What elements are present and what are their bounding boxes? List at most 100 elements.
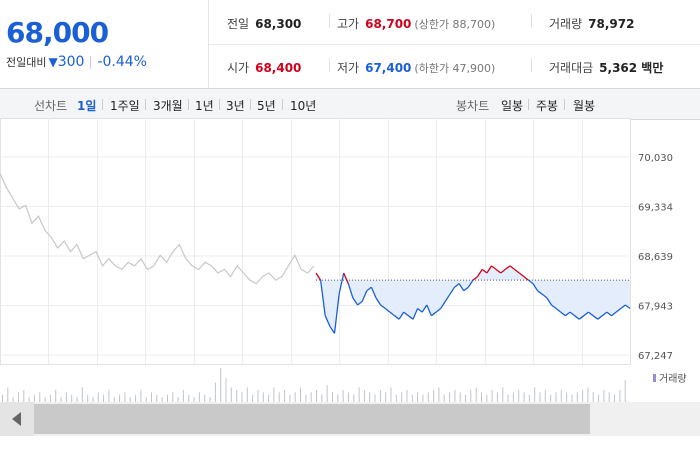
- volume-bar: [284, 389, 286, 402]
- series-segment-today: [500, 268, 506, 274]
- series-segment-today: [347, 283, 354, 299]
- series-segment-today: [421, 304, 428, 313]
- volume-bar: [390, 387, 392, 402]
- volume-bar: [268, 394, 270, 402]
- volume-bar: [310, 392, 312, 402]
- price-chart[interactable]: 70,030 69,334 68,639 67,943 67,247 거래량: [0, 118, 700, 402]
- volume-bar: [486, 394, 488, 402]
- volume-bar: [300, 387, 301, 402]
- volume-bar: [49, 394, 51, 402]
- volume-bar: [454, 389, 456, 402]
- volume-bar: [507, 394, 509, 402]
- series-segment-today: [324, 315, 331, 327]
- series-segment-today: [514, 268, 520, 274]
- series-segment-today: [375, 297, 382, 306]
- volume-bar: [332, 392, 333, 402]
- tab-monthly[interactable]: 월봉: [573, 99, 596, 113]
- series-segment-today: [546, 297, 553, 306]
- series-segment-today: [458, 283, 465, 292]
- volume-bar: [55, 389, 57, 402]
- series-segment-today: [361, 290, 368, 302]
- chevron-left-icon: [12, 412, 21, 426]
- tab-5y[interactable]: 5년: [257, 99, 276, 113]
- y-tick-label: 69,334: [638, 203, 673, 214]
- series-segment-today: [601, 311, 608, 317]
- series-segment-today: [606, 311, 612, 317]
- series-segment-today: [564, 311, 571, 317]
- divider: [329, 14, 330, 28]
- scroll-thumb[interactable]: [34, 404, 590, 434]
- series-segment-today: [491, 265, 497, 270]
- volume-bar: [475, 387, 477, 402]
- volume-bar: [598, 394, 600, 402]
- tab-daily[interactable]: 일봉: [501, 99, 524, 113]
- volume-bar: [289, 394, 291, 402]
- tab-10y[interactable]: 10년: [290, 99, 317, 113]
- volume-bar: [587, 387, 589, 402]
- volume-bar: [294, 392, 296, 402]
- volume-bar: [23, 389, 25, 402]
- volume-bar: [209, 397, 211, 402]
- volume-bar: [443, 394, 445, 402]
- volume-bar: [427, 392, 429, 402]
- volume-bar: [539, 392, 541, 402]
- series-segment-today: [352, 297, 359, 306]
- tab-1w[interactable]: 1주일: [110, 99, 140, 113]
- series-segment-today: [551, 304, 557, 310]
- tab-3m[interactable]: 3개월: [153, 99, 183, 113]
- volume-bar: [124, 392, 126, 402]
- tab-1d[interactable]: 1일: [77, 99, 97, 113]
- scroll-left-button[interactable]: [0, 402, 34, 436]
- series-segment-today: [509, 265, 515, 270]
- volume-label: 거래량: [549, 17, 583, 31]
- tab-3y[interactable]: 3년: [226, 99, 245, 113]
- volume-bar: [140, 389, 142, 402]
- series-segment-today: [329, 325, 336, 334]
- volume-bar: [44, 397, 46, 402]
- volume-bar: [316, 389, 317, 402]
- volume-bar: [358, 387, 360, 402]
- volume-bar: [214, 382, 216, 402]
- series-segment-today: [454, 283, 460, 288]
- series-segment-today: [333, 294, 340, 334]
- volume-bar: [337, 394, 339, 402]
- volume-bar: [182, 389, 184, 402]
- divider: [282, 99, 283, 110]
- volume-bar: [220, 368, 222, 402]
- volume-bar: [103, 394, 105, 402]
- volume-bar: [624, 380, 626, 402]
- price-summary: 68,000 전일대비 ▼300 -0.44%: [0, 0, 209, 88]
- volume-bar: [544, 389, 546, 402]
- high-cell: 고가 68,700 (상한가 88,700): [337, 15, 495, 32]
- chart-scrollbar[interactable]: [0, 402, 700, 436]
- tab-1y[interactable]: 1년: [195, 99, 214, 113]
- volume-bar: [321, 394, 323, 402]
- change-value: 300: [57, 54, 85, 70]
- volume-bar: [257, 389, 259, 402]
- volume-bar: [582, 389, 584, 402]
- series-segment-today: [472, 275, 479, 281]
- y-tick-label: 67,943: [638, 302, 673, 313]
- volume-bar: [172, 392, 174, 402]
- series-segment-today: [583, 311, 589, 317]
- series-segment-today: [449, 286, 456, 295]
- volume-legend-swatch: [653, 374, 656, 382]
- series-segment-today: [389, 311, 395, 317]
- tab-weekly[interactable]: 주봉: [536, 99, 559, 113]
- volume-bar: [395, 394, 397, 402]
- series-line-previous-day: [0, 173, 315, 285]
- volume-bar: [252, 394, 254, 402]
- volume-bar: [167, 394, 168, 402]
- series-segment-today: [555, 307, 562, 313]
- high-value: 68,700: [365, 17, 412, 31]
- volume-bar: [87, 394, 89, 402]
- series-segment-today: [625, 304, 631, 310]
- volume-value: 78,972: [588, 17, 635, 31]
- volume-bar: [576, 392, 578, 402]
- volume-bar: [305, 394, 307, 402]
- volume-bar: [614, 394, 615, 402]
- volume-bar: [406, 389, 408, 402]
- series-segment-today: [528, 279, 534, 285]
- series-segment-today: [574, 315, 580, 320]
- series-segment-today: [504, 265, 511, 270]
